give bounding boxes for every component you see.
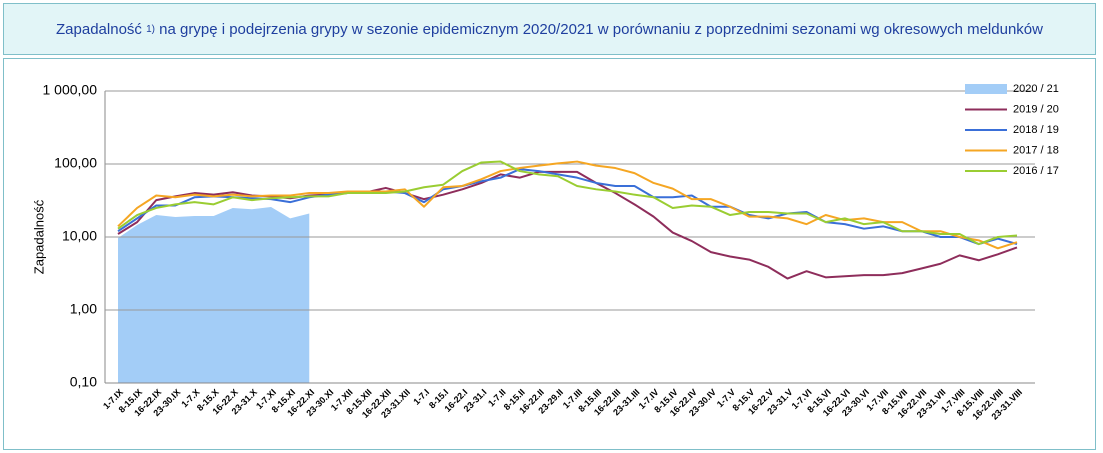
- y-axis-label: Zapadalność: [31, 199, 46, 274]
- title-box: Zapadalność 1) na grypę i podejrzenia gr…: [3, 3, 1096, 55]
- y-tick-label: 1 000,00: [43, 82, 98, 98]
- area: [118, 206, 310, 383]
- legend-swatch: [965, 84, 1007, 94]
- y-tick-label: 0,10: [70, 374, 97, 390]
- chart-title: na grypę i podejrzenia grypy w sezonie e…: [159, 20, 1043, 38]
- chart-panel: [3, 58, 1096, 450]
- legend-label: 2016 / 17: [1013, 165, 1059, 177]
- y-tick-label: 1,00: [70, 301, 97, 317]
- legend-label: 2018 / 19: [1013, 124, 1059, 136]
- legend-label: 2020 / 21: [1013, 83, 1059, 95]
- title-note: 1): [146, 23, 155, 35]
- y-tick-label: 100,00: [54, 155, 97, 171]
- legend-label: 2019 / 20: [1013, 103, 1059, 115]
- line: [117, 160, 1018, 250]
- line: [117, 160, 1018, 246]
- chart-title: Zapadalność: [56, 20, 142, 38]
- y-tick-label: 10,00: [62, 228, 97, 244]
- legend-label: 2017 / 18: [1013, 144, 1059, 156]
